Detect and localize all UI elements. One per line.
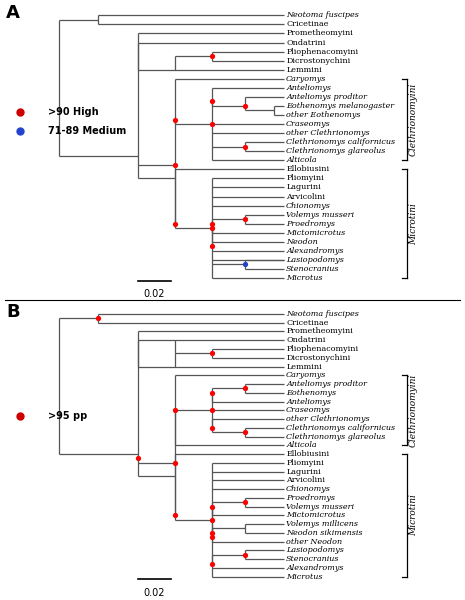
Text: Volemys millicens: Volemys millicens <box>286 520 358 528</box>
Text: Microtus: Microtus <box>286 274 323 282</box>
Text: Lagurini: Lagurini <box>286 467 321 476</box>
Text: Clethrionomyini: Clethrionomyini <box>409 374 418 447</box>
Text: Pliomyini: Pliomyini <box>286 175 324 182</box>
Text: 71-89 Medium: 71-89 Medium <box>47 126 126 136</box>
Text: Craseomys: Craseomys <box>286 120 331 128</box>
Text: Ellobiusini: Ellobiusini <box>286 450 329 458</box>
Text: Clethrionomyini: Clethrionomyini <box>409 83 418 156</box>
Text: Microtini: Microtini <box>409 203 418 245</box>
Text: Lemmini: Lemmini <box>286 66 322 74</box>
Text: Craseomys: Craseomys <box>286 406 331 414</box>
Text: Microtus: Microtus <box>286 572 323 581</box>
Text: Mictomicrotus: Mictomicrotus <box>286 229 345 237</box>
Text: Volemys musseri: Volemys musseri <box>286 211 354 218</box>
Text: 0.02: 0.02 <box>143 289 165 299</box>
Text: Chionomys: Chionomys <box>286 202 331 209</box>
Text: Neodon sikimensis: Neodon sikimensis <box>286 529 363 537</box>
Text: Arvicolini: Arvicolini <box>286 193 325 200</box>
Text: other Eothenomys: other Eothenomys <box>286 111 361 119</box>
Text: Ondatrini: Ondatrini <box>286 38 326 47</box>
Text: Alticola: Alticola <box>286 156 317 164</box>
Text: B: B <box>6 303 20 321</box>
Text: A: A <box>6 4 20 22</box>
Text: Lemmini: Lemmini <box>286 362 322 371</box>
Text: other Clethrionomys: other Clethrionomys <box>286 129 370 137</box>
Text: Proedromys: Proedromys <box>286 494 335 502</box>
Text: Alexandromys: Alexandromys <box>286 247 344 255</box>
Text: Lasiopodomys: Lasiopodomys <box>286 256 344 264</box>
Text: Alticola: Alticola <box>286 442 317 449</box>
Text: Stenocranius: Stenocranius <box>286 265 339 273</box>
Text: Clethrionomys glareolus: Clethrionomys glareolus <box>286 433 385 440</box>
Text: Anteliomys: Anteliomys <box>286 84 331 92</box>
Text: Eothenomys: Eothenomys <box>286 389 336 397</box>
Text: Caryomys: Caryomys <box>286 75 326 83</box>
Text: Caryomys: Caryomys <box>286 371 326 379</box>
Text: other Neodon: other Neodon <box>286 538 342 545</box>
Text: Stenocranius: Stenocranius <box>286 555 339 563</box>
Text: Neodon: Neodon <box>286 238 318 246</box>
Text: Proedromys: Proedromys <box>286 220 335 227</box>
Text: Ellobiusini: Ellobiusini <box>286 166 329 173</box>
Text: Anteliomys proditor: Anteliomys proditor <box>286 380 367 388</box>
Text: Anteliomys: Anteliomys <box>286 398 331 406</box>
Text: Mictomicrotus: Mictomicrotus <box>286 511 345 520</box>
Text: Eothenomys melanogaster: Eothenomys melanogaster <box>286 102 394 110</box>
Text: Volemys musseri: Volemys musseri <box>286 503 354 511</box>
Text: >95 pp: >95 pp <box>47 411 87 421</box>
Text: other Clethrionomys: other Clethrionomys <box>286 415 370 423</box>
Text: Anteliomys proditor: Anteliomys proditor <box>286 93 367 101</box>
Text: Microtini: Microtini <box>409 494 418 536</box>
Text: Prometheomyini: Prometheomyini <box>286 328 353 335</box>
Text: Pliomyini: Pliomyini <box>286 459 324 467</box>
Text: Prometheomyini: Prometheomyini <box>286 29 353 37</box>
Text: Pliophenacomyini: Pliophenacomyini <box>286 47 358 56</box>
Text: >90 High: >90 High <box>47 107 98 117</box>
Text: Clethrionomys glareolus: Clethrionomys glareolus <box>286 147 385 155</box>
Text: Cricetinae: Cricetinae <box>286 20 329 28</box>
Text: Neotoma fuscipes: Neotoma fuscipes <box>286 11 359 19</box>
Text: Chionomys: Chionomys <box>286 485 331 493</box>
Text: 0.02: 0.02 <box>143 588 165 598</box>
Text: Dicrostonychini: Dicrostonychini <box>286 354 351 362</box>
Text: Alexandromys: Alexandromys <box>286 564 344 572</box>
Text: Ondatrini: Ondatrini <box>286 336 326 344</box>
Text: Lasiopodomys: Lasiopodomys <box>286 547 344 554</box>
Text: Cricetinae: Cricetinae <box>286 319 329 327</box>
Text: Lagurini: Lagurini <box>286 184 321 191</box>
Text: Neotoma fuscipes: Neotoma fuscipes <box>286 310 359 318</box>
Text: Clethrionomys californicus: Clethrionomys californicus <box>286 424 395 432</box>
Text: Clethrionomys californicus: Clethrionomys californicus <box>286 138 395 146</box>
Text: Pliophenacomyini: Pliophenacomyini <box>286 345 358 353</box>
Text: Arvicolini: Arvicolini <box>286 476 325 484</box>
Text: Dicrostonychini: Dicrostonychini <box>286 56 351 65</box>
